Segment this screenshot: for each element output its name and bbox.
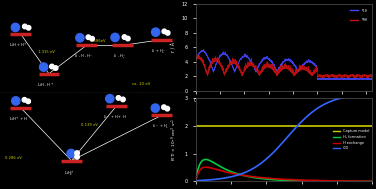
Circle shape [86,35,91,40]
Circle shape [162,29,167,34]
Text: LiH - H$^+$: LiH - H$^+$ [37,81,54,89]
Circle shape [121,97,125,102]
Text: Li + H$_2^+$: Li + H$_2^+$ [151,47,166,56]
Circle shape [165,31,170,35]
Y-axis label: r / Å: r / Å [171,42,176,52]
Circle shape [53,66,58,70]
X-axis label: t / ps: t / ps [278,109,290,114]
Text: LiH$_2^+$: LiH$_2^+$ [64,169,75,177]
Circle shape [116,96,121,100]
Circle shape [111,33,119,42]
Text: 0.586eV: 0.586eV [91,39,107,43]
Circle shape [23,24,27,29]
Text: LiH + H$^+$: LiH + H$^+$ [9,41,28,49]
Text: ca. 10 eV: ca. 10 eV [132,82,150,86]
Text: 0.286 eV: 0.286 eV [5,156,21,160]
Circle shape [165,106,170,111]
Text: Li$^+$ + H + H: Li$^+$ + H + H [103,113,126,121]
Circle shape [50,64,54,69]
Text: 0.139 eV: 0.139 eV [81,123,98,127]
Text: Li - H - H$^+$: Li - H - H$^+$ [74,53,93,60]
Circle shape [126,36,130,41]
Circle shape [67,149,75,158]
Circle shape [162,105,166,109]
Legend: $r_{LiH}$, $r_{HH}$: $r_{LiH}$, $r_{HH}$ [349,6,370,26]
Circle shape [90,36,94,41]
Text: Li - H$_2^+$: Li - H$_2^+$ [113,53,126,61]
Y-axis label: K(T) $\times$ 10$^{-9}$ cm$^3$ s$^{-1}$: K(T) $\times$ 10$^{-9}$ cm$^3$ s$^{-1}$ [170,118,179,161]
Circle shape [12,97,20,105]
Legend: Capture model, H₂ formation, H exchange, CID: Capture model, H₂ formation, H exchange,… [332,128,370,152]
Text: 1.315 eV: 1.315 eV [38,50,55,54]
Text: LiH$^+$ + H: LiH$^+$ + H [9,115,29,123]
Text: Li$^+$ + H$_2$: Li$^+$ + H$_2$ [152,122,169,131]
Circle shape [26,99,30,104]
Circle shape [75,155,79,159]
Circle shape [11,23,20,32]
Circle shape [106,94,114,103]
Circle shape [76,34,84,42]
Circle shape [26,26,31,30]
Circle shape [152,28,160,36]
Circle shape [122,35,127,39]
Circle shape [22,98,27,102]
Circle shape [39,63,48,71]
Circle shape [75,151,79,155]
Circle shape [151,104,159,112]
